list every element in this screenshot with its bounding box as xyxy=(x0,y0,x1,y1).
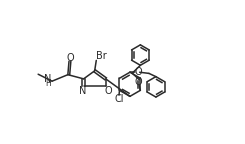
Text: O: O xyxy=(135,76,143,87)
Text: N: N xyxy=(44,74,52,84)
Text: H: H xyxy=(45,79,51,88)
Text: O: O xyxy=(105,86,112,96)
Text: N: N xyxy=(79,86,86,96)
Text: O: O xyxy=(134,67,142,77)
Text: Cl: Cl xyxy=(114,94,124,104)
Text: Br: Br xyxy=(96,51,107,61)
Text: O: O xyxy=(66,53,74,63)
